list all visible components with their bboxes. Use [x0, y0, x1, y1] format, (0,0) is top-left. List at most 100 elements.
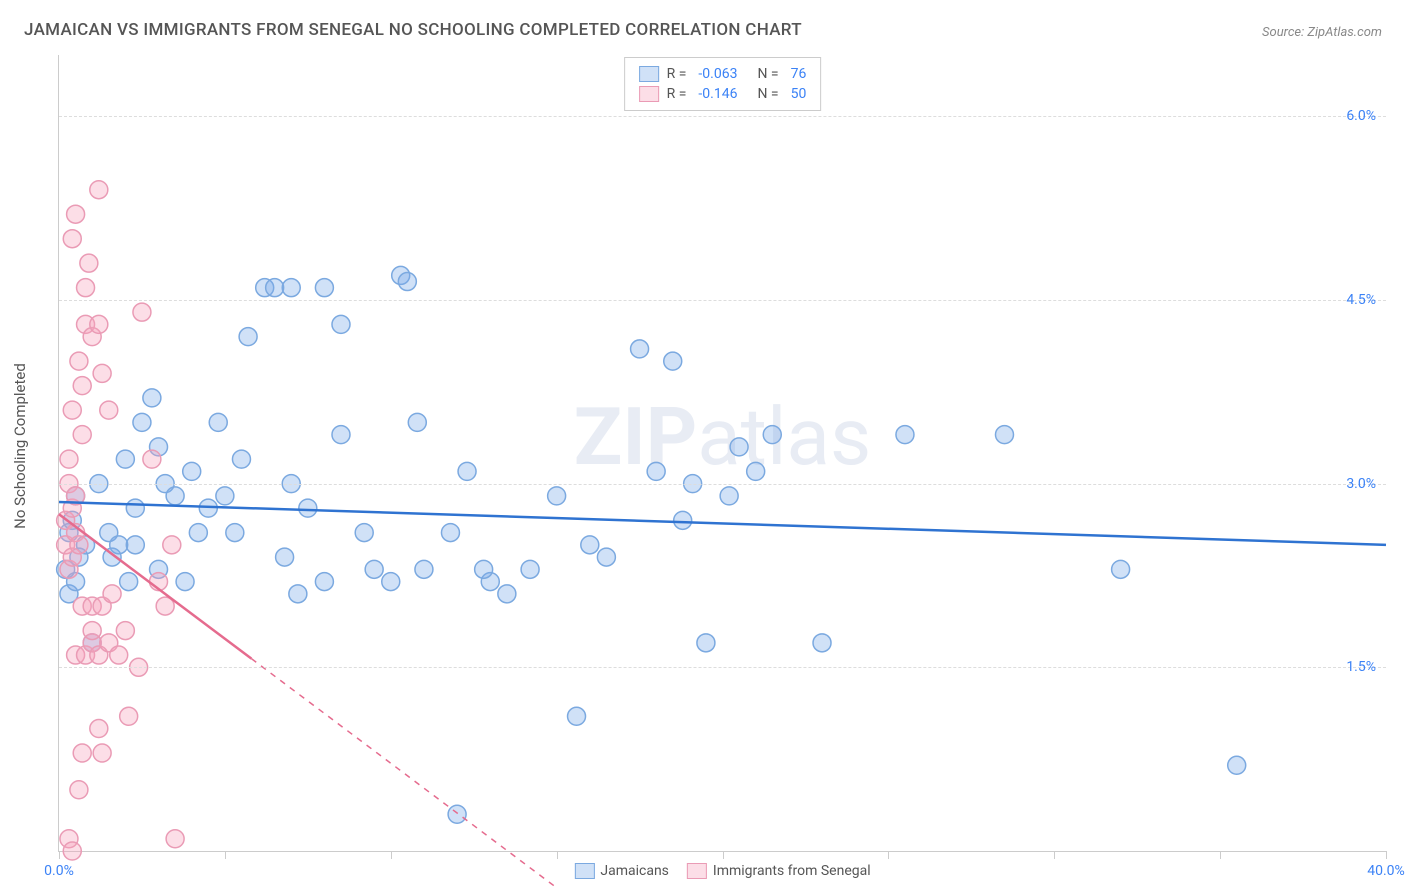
data-point [73, 426, 91, 444]
data-point [441, 524, 459, 542]
data-point [896, 426, 914, 444]
data-point [276, 548, 294, 566]
data-point [355, 524, 373, 542]
data-point [120, 707, 138, 725]
y-tick-label: 3.0% [1346, 476, 1376, 492]
legend-item-jamaicans: Jamaicans [574, 863, 669, 879]
data-point [332, 315, 350, 333]
data-point [189, 524, 207, 542]
data-point [216, 487, 234, 505]
trend-line-extrapolated [251, 659, 556, 888]
data-point [116, 450, 134, 468]
data-point [647, 462, 665, 480]
data-point [720, 487, 738, 505]
data-point [674, 511, 692, 529]
data-point [581, 536, 599, 554]
x-tick [1386, 851, 1387, 859]
data-point [398, 273, 416, 291]
data-point [631, 340, 649, 358]
data-point [458, 462, 476, 480]
plot-area: ZIPatlas R = -0.063 N = 76 R = -0.146 N … [58, 55, 1386, 852]
legend-n-label: N = [757, 86, 778, 102]
data-point [1228, 756, 1246, 774]
x-axis-start-label: 0.0% [44, 863, 74, 879]
x-tick [391, 851, 392, 859]
data-point [747, 462, 765, 480]
source-attribution: Source: ZipAtlas.com [1262, 25, 1382, 40]
y-tick-label: 4.5% [1346, 292, 1376, 308]
data-point [63, 401, 81, 419]
gridline [59, 116, 1386, 117]
data-point [289, 585, 307, 603]
data-point [93, 744, 111, 762]
data-point [183, 462, 201, 480]
data-point [80, 254, 98, 272]
swatch-jamaicans [639, 66, 659, 82]
data-point [90, 720, 108, 738]
data-point [103, 585, 121, 603]
data-point [70, 536, 88, 554]
y-tick-label: 1.5% [1346, 659, 1376, 675]
data-point [67, 205, 85, 223]
data-point [163, 536, 181, 554]
data-point [166, 830, 184, 848]
data-point [60, 450, 78, 468]
legend-r-label: R = [667, 66, 687, 82]
data-point [73, 377, 91, 395]
data-point [232, 450, 250, 468]
data-point [266, 279, 284, 297]
data-point [77, 279, 95, 297]
swatch-senegal [639, 86, 659, 102]
data-point [763, 426, 781, 444]
data-point [1112, 560, 1130, 578]
data-point [143, 389, 161, 407]
data-point [126, 499, 144, 517]
swatch-senegal-bottom [687, 863, 707, 879]
data-point [63, 842, 81, 860]
data-point [332, 426, 350, 444]
y-tick-label: 6.0% [1346, 108, 1376, 124]
chart-title: JAMAICAN VS IMMIGRANTS FROM SENEGAL NO S… [24, 20, 802, 40]
data-point [116, 622, 134, 640]
data-point [568, 707, 586, 725]
data-point [239, 328, 257, 346]
data-point [126, 536, 144, 554]
data-point [315, 279, 333, 297]
x-tick [557, 851, 558, 859]
data-point [70, 352, 88, 370]
data-point [176, 573, 194, 591]
scatter-svg [59, 55, 1386, 851]
data-point [448, 805, 466, 823]
data-point [90, 181, 108, 199]
data-point [143, 450, 161, 468]
data-point [365, 560, 383, 578]
data-point [226, 524, 244, 542]
data-point [83, 622, 101, 640]
data-point [597, 548, 615, 566]
data-point [730, 438, 748, 456]
x-tick [888, 851, 889, 859]
data-point [166, 487, 184, 505]
data-point [133, 303, 151, 321]
data-point [664, 352, 682, 370]
data-point [521, 560, 539, 578]
data-point [110, 536, 128, 554]
series-legend: Jamaicans Immigrants from Senegal [574, 863, 870, 879]
data-point [73, 744, 91, 762]
data-point [498, 585, 516, 603]
legend-r-value-1: -0.146 [698, 86, 737, 102]
correlation-legend: R = -0.063 N = 76 R = -0.146 N = 50 [624, 57, 822, 111]
data-point [315, 573, 333, 591]
legend-n-label: N = [757, 66, 778, 82]
x-tick [225, 851, 226, 859]
y-axis-title: No Schooling Completed [11, 363, 29, 529]
x-tick [1054, 851, 1055, 859]
gridline [59, 667, 1386, 668]
legend-r-value-0: -0.063 [698, 66, 737, 82]
legend-row-senegal: R = -0.146 N = 50 [639, 84, 807, 104]
legend-item-senegal: Immigrants from Senegal [687, 863, 871, 879]
x-tick [59, 851, 60, 859]
data-point [70, 781, 88, 799]
legend-n-value-0: 76 [791, 66, 807, 82]
data-point [415, 560, 433, 578]
